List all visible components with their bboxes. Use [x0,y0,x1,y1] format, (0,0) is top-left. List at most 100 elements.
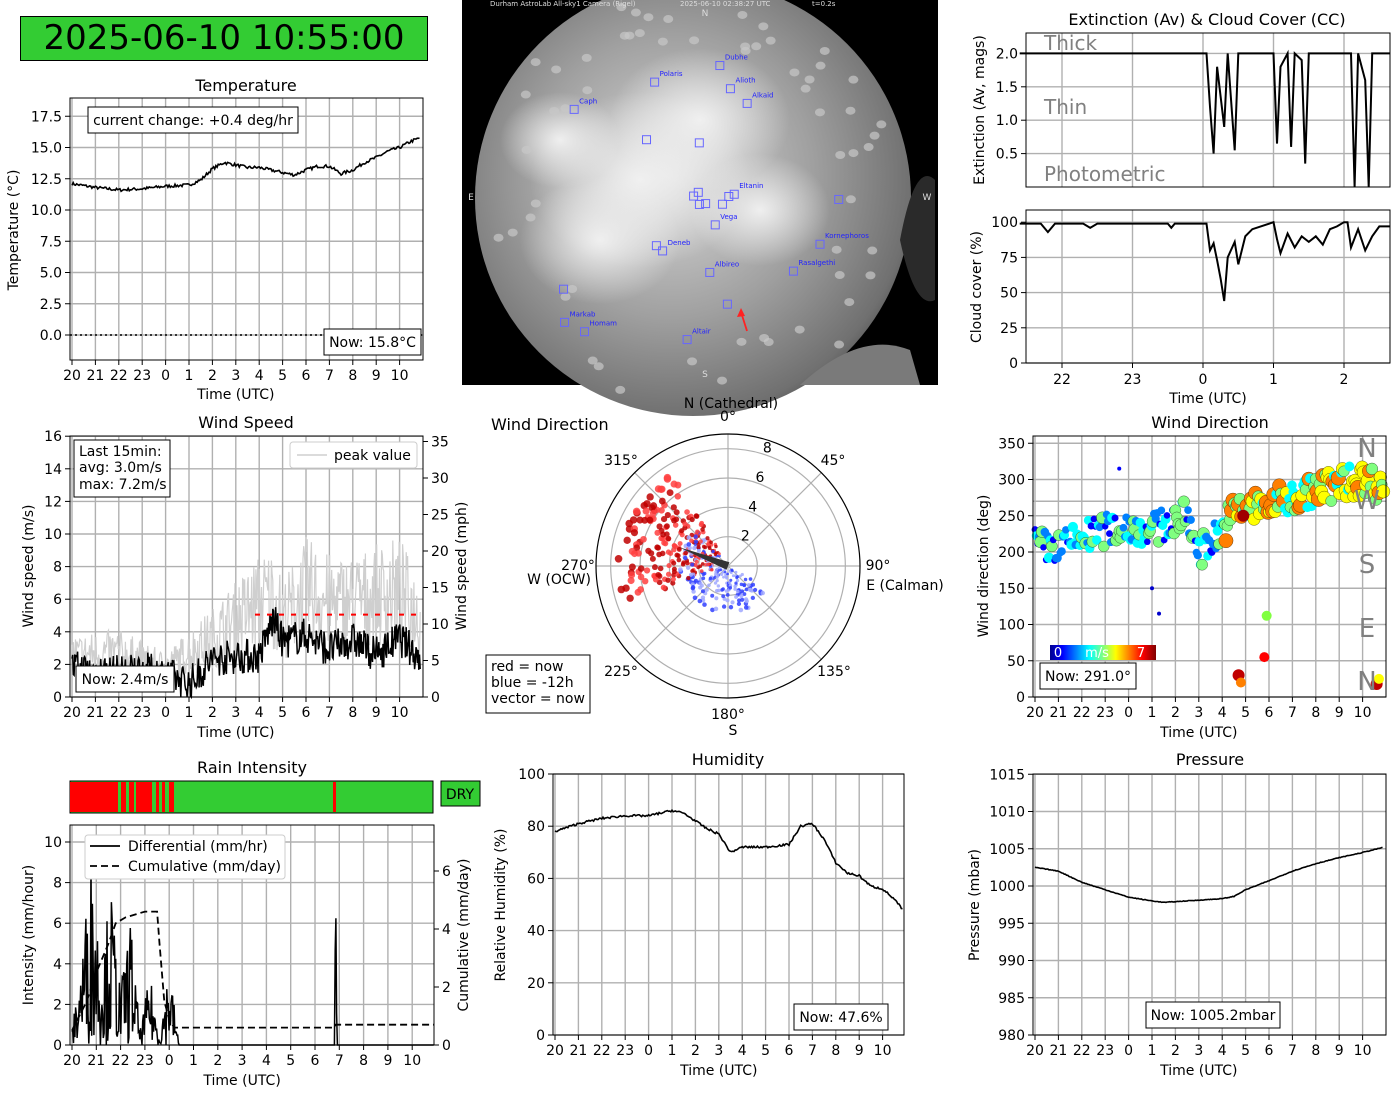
polar-south-deg: 180° [711,707,745,723]
star-label: Kornephoros [825,232,869,240]
polar-point [728,581,732,585]
x-tick-label: 6 [302,368,311,384]
extinction-band-photometric: Photometric [1044,162,1165,186]
polar-point [676,557,682,563]
polar-point [660,515,668,523]
sky-droplet [844,298,855,307]
star-label: Albireo [715,260,739,268]
sky-dir-e: E [468,193,474,203]
rain-wet-segment [162,782,165,812]
polar-point [636,516,644,524]
sky-droplet [751,42,762,51]
x-tick-label: 20 [63,368,81,384]
polar-radial-label: 4 [748,499,757,515]
polar-point [686,542,692,547]
sky-droplet [835,151,846,160]
polar-point [682,521,688,527]
sky-droplet [794,325,805,334]
polar-point [690,585,696,590]
x-tick-label: 9 [855,1043,864,1059]
polar-point [713,552,717,557]
y-tick-label: 1.5 [996,80,1018,96]
polar-point [715,578,719,583]
polar-point [697,598,703,604]
polar-point [698,522,704,528]
polar-point [729,578,733,582]
star-label: Deneb [668,239,691,247]
y-tick-label: 100 [991,215,1018,231]
polar-135-label: 135° [817,664,851,680]
polar-point [738,574,742,578]
wind-dir-point [1098,540,1110,552]
y-tick-label: 100 [518,767,545,783]
sky-droplet [876,120,887,129]
polar-spoke [727,565,822,660]
temperature-frame [69,97,424,361]
polar-point [640,535,647,543]
y-tick-label: 40 [527,924,545,940]
rain-dry-badge [440,780,481,807]
x-tick-label: 4 [262,1053,271,1069]
y-right-tick-label: 0 [442,1038,451,1054]
extinction-title: Extinction (Av) & Cloud Cover (CC) [1068,10,1345,29]
x-tick-label: 21 [87,1053,105,1069]
polar-point [696,545,701,550]
sky-droplet [789,68,800,77]
polar-point [714,596,719,601]
x-tick-label: 22 [112,1053,130,1069]
polar-point [657,565,664,572]
polar-point [738,607,744,613]
y-tick-label: 14 [44,462,62,478]
sky-droplet [493,233,504,242]
rain-wet-segment [121,782,126,812]
y-tick-label: 1.0 [996,113,1018,129]
wind-dir-point [1090,515,1098,523]
wind-speed-y-right-label: Wind speed (mph) [454,502,470,631]
x-tick-label: 20 [63,705,81,721]
sky-droplet [525,213,536,222]
x-tick-label: 22 [1073,705,1091,721]
polar-point [760,590,765,596]
polar-legend-vector: vector = now [491,691,585,707]
polar-point [734,570,738,574]
polar-point [735,589,740,594]
wind-polar-title: Wind Direction [491,415,609,434]
rain-cumulative-line [71,910,435,1031]
x-tick-label: 20 [63,1053,81,1069]
x-tick-label: 8 [1311,705,1320,721]
rain-wet-segment [333,782,336,812]
polar-point [720,573,724,576]
sky-droplet [863,143,874,152]
polar-point [666,562,672,569]
star-label: Vega [720,213,737,221]
sky-droplet [567,285,578,294]
temperature-change-note: current change: +0.4 deg/hr [93,113,293,129]
x-tick-label: 23 [1124,372,1142,388]
polar-point [679,528,685,534]
polar-radial-label: 8 [763,441,772,457]
wind-dir-point [1218,533,1234,548]
x-tick-label: 6 [1265,705,1274,721]
polar-point [683,550,689,556]
x-tick-label: 9 [372,368,381,384]
x-tick-label: 20 [1026,705,1044,721]
x-tick-label: 4 [255,368,264,384]
polar-point [642,507,650,515]
y-right-tick-label: 30 [431,471,449,487]
polar-point [695,529,700,535]
wind-dir-point [1106,530,1113,537]
polar-point [684,509,690,515]
sky-caption-right: t=0.2s [812,0,836,8]
x-tick-label: 23 [133,368,151,384]
x-tick-label: 4 [738,1043,747,1059]
y-right-tick-label: 2 [442,980,451,996]
x-tick-label: 22 [110,368,128,384]
colorbar-unit-label: m/s [1085,646,1109,661]
polar-point [670,480,678,488]
extinction-band-thick: Thick [1043,31,1097,55]
polar-point [665,577,671,583]
polar-point [643,567,651,574]
polar-point [716,573,720,577]
y-tick-label: 2.5 [40,297,62,313]
wind-dir-point [1365,462,1378,475]
